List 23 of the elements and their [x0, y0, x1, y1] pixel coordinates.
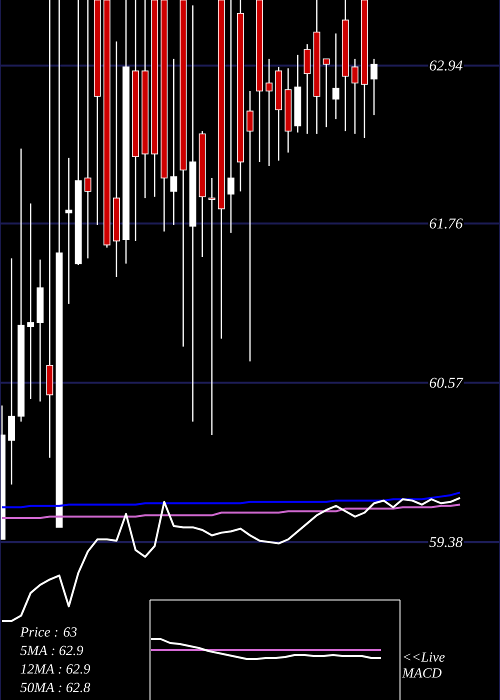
annotation: 50MA : 62.8 [20, 682, 90, 692]
candlestick [266, 58, 273, 167]
annotation: Price : 63 [20, 627, 77, 637]
candlestick [27, 202, 34, 400]
candlestick [227, 0, 234, 234]
y-tick-label: 62.94 [430, 60, 462, 71]
candlestick [208, 177, 216, 436]
candlestick [170, 58, 178, 226]
y-tick-label: 61.76 [430, 218, 463, 229]
annotation: 5MA : 62.9 [20, 646, 84, 656]
candlestick [332, 32, 340, 120]
candlestick [46, 0, 54, 458]
candlestick [246, 90, 254, 362]
candlestick [65, 157, 72, 304]
candlestick [322, 58, 330, 128]
y-tick-label: 60.57 [430, 378, 464, 388]
candlestick [84, 0, 92, 259]
annotation: <<Live MACD [402, 652, 445, 678]
candlestick [351, 58, 358, 134]
candlestick [370, 58, 378, 116]
annotation: 12MA : 62.9 [20, 664, 90, 674]
candlestick [8, 258, 15, 486]
y-tick-label: 59.38 [429, 536, 463, 548]
